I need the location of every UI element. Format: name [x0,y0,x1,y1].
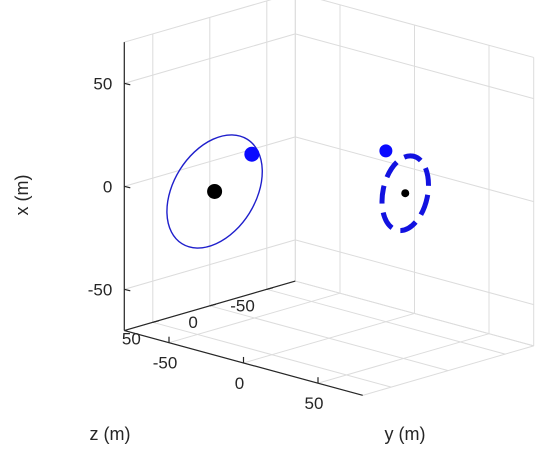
dashed-orbit-ellipse [379,153,431,234]
z-tick-mark [152,320,159,323]
z-axis-label: z (m) [90,424,131,444]
y-axis-label: y (m) [385,424,426,444]
y-tick-label: 0 [235,374,244,393]
floor-grid-line [168,292,341,344]
x-tick-mark [124,82,131,86]
orbit-markers [207,144,410,199]
object-position-marker [244,146,260,162]
floor-grid-line [362,345,534,396]
x-tick-label: -50 [88,280,113,299]
floor-grid-line [317,333,490,384]
orbit-center-marker [401,189,410,198]
z-tick-label: 50 [122,329,141,348]
floor-grid-line [243,312,415,364]
z-tick-label: -50 [230,296,255,315]
x-tick-label: 50 [93,74,112,93]
x-tick-label: 0 [103,177,112,196]
x-axis-label: x (m) [12,175,32,216]
y-tick-label: -50 [153,354,178,373]
grid-lines [123,0,535,396]
axes [123,42,363,396]
x-tick-mark [124,288,131,292]
orbit-center-marker [207,183,223,199]
orbit-series [166,134,431,249]
z-tick-mark [209,303,216,307]
solid-orbit-ellipse [166,134,263,249]
z-tick-mark [266,287,273,290]
object-position-marker [379,144,393,158]
tick-labels: -50 0 50 -50 0 50 -50 0 50 [88,74,324,413]
z-tick-label: 0 [188,313,197,332]
x-tick-mark [124,185,131,189]
y-tick-label: 50 [305,394,324,413]
